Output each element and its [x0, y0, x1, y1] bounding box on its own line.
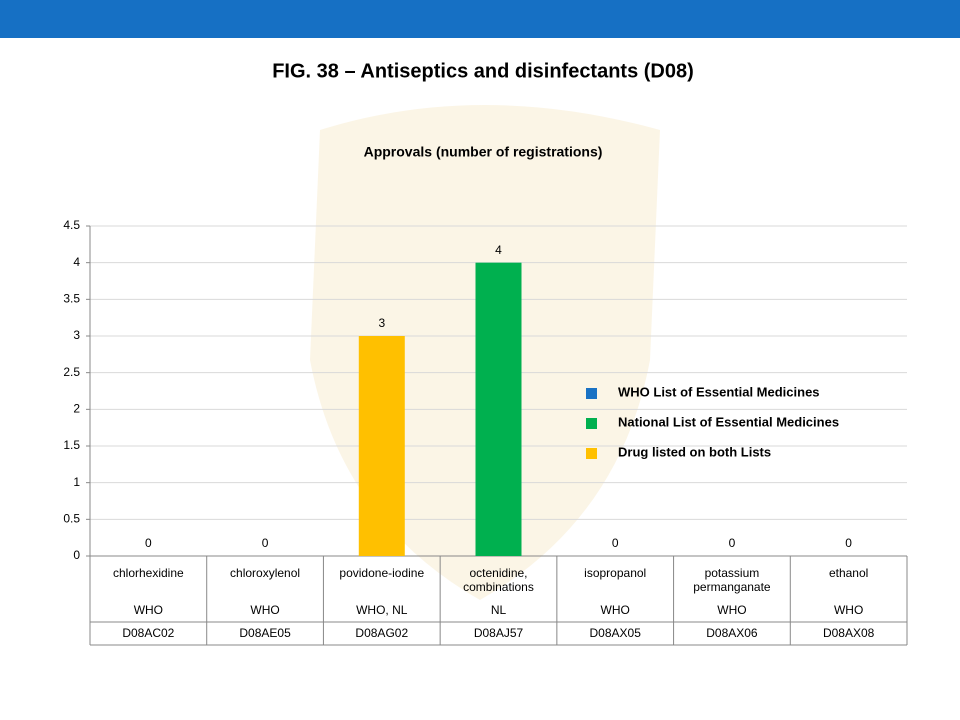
legend-swatch: [586, 448, 597, 459]
y-tick-label: 0.5: [63, 512, 80, 526]
y-tick-label: 4: [73, 255, 80, 269]
list-label: WHO: [601, 603, 630, 617]
value-label: 4: [495, 243, 502, 257]
list-label: WHO: [250, 603, 279, 617]
legend-swatch: [586, 388, 597, 399]
atc-code: D08AG02: [355, 626, 408, 640]
list-label: WHO: [834, 603, 863, 617]
x-tick-label: chlorhexidine: [112, 566, 184, 580]
legend-label: WHO List of Essential Medicines: [618, 384, 820, 399]
atc-code: D08AC02: [122, 626, 174, 640]
y-tick-label: 4.5: [63, 218, 80, 232]
bar: [358, 336, 405, 556]
atc-code: D08AX08: [823, 626, 875, 640]
bar: [475, 262, 522, 556]
list-label: WHO: [717, 603, 746, 617]
y-tick-label: 0: [73, 548, 80, 562]
atc-code: D08AJ57: [474, 626, 524, 640]
y-tick-label: 2: [73, 402, 80, 416]
chart-subtitle: Approvals (number of registrations): [364, 144, 603, 160]
value-label: 0: [145, 536, 152, 550]
header-bar: [0, 0, 960, 38]
atc-code: D08AX05: [590, 626, 642, 640]
x-tick-label: potassium permanganate: [693, 566, 771, 594]
list-label: WHO: [134, 603, 163, 617]
y-tick-label: 2.5: [63, 365, 80, 379]
atc-code: D08AE05: [239, 626, 291, 640]
list-label: NL: [491, 603, 507, 617]
value-label: 0: [729, 536, 736, 550]
x-tick-label: octenidine, combinations: [463, 566, 534, 594]
atc-code: D08AX06: [706, 626, 758, 640]
y-tick-label: 1: [73, 475, 80, 489]
value-label: 3: [378, 316, 385, 330]
x-tick-label: ethanol: [828, 566, 869, 580]
legend-label: National List of Essential Medicines: [618, 414, 839, 429]
list-label: WHO, NL: [356, 603, 408, 617]
legend-swatch: [586, 418, 597, 429]
value-label: 0: [845, 536, 852, 550]
chart-title: FIG. 38 – Antiseptics and disinfectants …: [272, 60, 694, 82]
y-tick-label: 1.5: [63, 438, 80, 452]
x-tick-label: chloroxylenol: [230, 566, 301, 580]
x-tick-label: isopropanol: [584, 566, 647, 580]
x-tick-label: povidone-iodine: [339, 566, 425, 580]
y-tick-label: 3: [73, 328, 80, 342]
y-tick-label: 3.5: [63, 292, 80, 306]
legend-label: Drug listed on both Lists: [618, 444, 771, 459]
value-label: 0: [612, 536, 619, 550]
value-label: 0: [262, 536, 269, 550]
